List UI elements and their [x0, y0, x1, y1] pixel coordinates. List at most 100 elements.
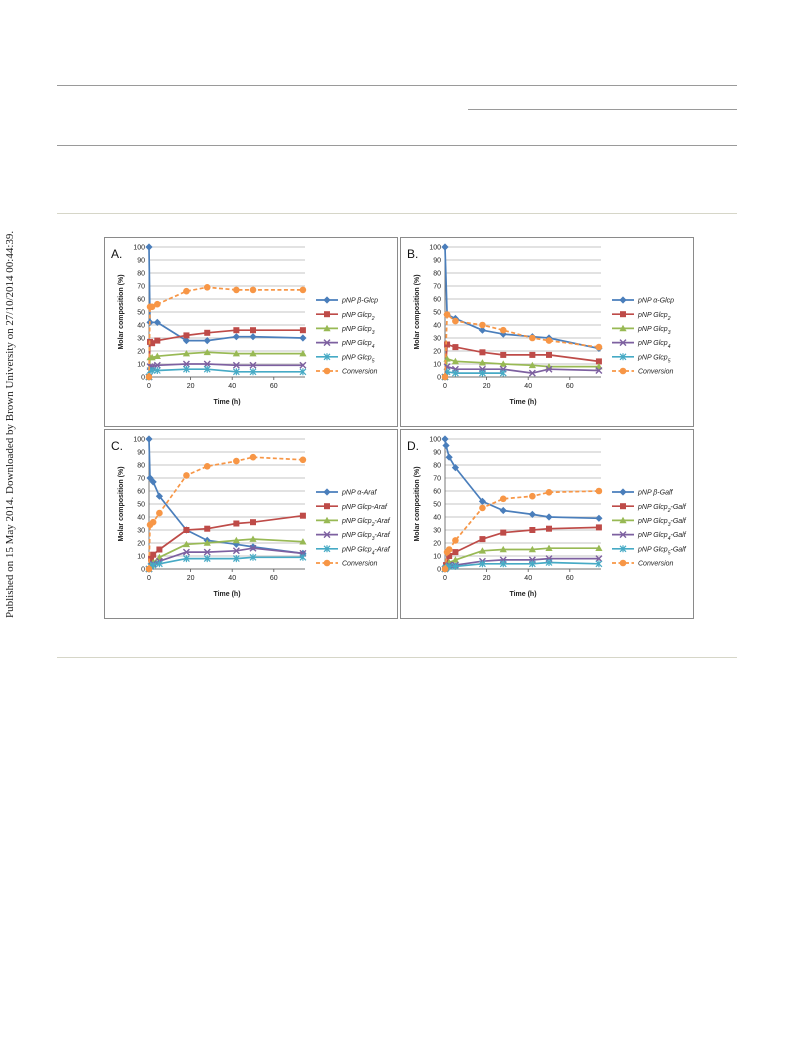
data-point	[499, 545, 507, 553]
legend-marker	[619, 545, 627, 553]
y-tick-label: 100	[133, 245, 145, 252]
x-tick-label: 0	[147, 383, 151, 390]
data-point	[545, 365, 553, 373]
data-point	[595, 544, 603, 551]
legend-marker	[619, 296, 627, 304]
series-5	[145, 365, 307, 381]
data-point	[249, 535, 257, 542]
header-subrule	[468, 109, 737, 110]
data-point	[250, 519, 256, 526]
data-point	[249, 361, 257, 369]
panel-label: C.	[111, 439, 123, 453]
data-point	[442, 441, 450, 450]
data-point	[479, 560, 486, 568]
x-tick-label: 0	[443, 383, 447, 390]
legend-label: pNP Glcp2	[637, 312, 671, 322]
data-point	[233, 520, 240, 527]
data-point	[528, 361, 536, 369]
data-point	[499, 369, 507, 377]
legend-entry: pNP Glcp4	[316, 339, 375, 350]
data-point	[204, 525, 211, 532]
data-point	[545, 559, 553, 566]
y-tick-label: 50	[137, 502, 145, 509]
y-tick-label: 70	[137, 476, 145, 483]
data-point	[154, 300, 161, 308]
data-point	[249, 368, 257, 376]
data-point	[233, 327, 240, 334]
data-point	[500, 529, 507, 536]
legend-entry: pNP Glcp2-Araf	[316, 516, 391, 528]
legend-label: pNP Glcp5-Galf	[637, 546, 687, 556]
legend-label: pNP Glcp4-Araf	[341, 546, 391, 556]
legend-marker	[323, 324, 331, 332]
y-tick-label: 90	[137, 258, 145, 265]
legend-entry: Conversion	[316, 559, 378, 568]
data-point	[299, 512, 306, 519]
y-tick-label: 40	[137, 515, 145, 522]
data-point	[146, 474, 154, 482]
legend-label: Conversion	[342, 561, 378, 568]
series-1	[441, 435, 603, 522]
data-point	[451, 556, 459, 563]
data-point	[204, 329, 211, 336]
y-tick-label: 10	[137, 554, 145, 561]
data-point	[443, 311, 451, 318]
series-line	[444, 365, 599, 378]
data-point	[478, 547, 487, 554]
data-point	[232, 368, 240, 376]
data-point	[452, 537, 459, 544]
series-5	[441, 559, 603, 573]
series-line	[148, 368, 303, 378]
legend-marker	[619, 488, 627, 496]
y-tick-label: 60	[137, 297, 145, 304]
data-point	[203, 463, 211, 470]
data-point	[182, 548, 190, 556]
legend-entry: pNP Glcp5	[612, 353, 671, 364]
header-bottom-rule	[57, 145, 737, 146]
y-tick-label: 70	[433, 284, 441, 291]
data-point	[595, 560, 603, 568]
data-point	[595, 514, 603, 522]
legend-entry: Conversion	[316, 367, 378, 376]
legend-entry: Conversion	[612, 559, 674, 568]
data-point	[546, 525, 552, 532]
legend-label: pNP Glcp5	[341, 354, 375, 364]
data-point	[203, 284, 211, 291]
legend-entry: pNP Glcp3-Araf	[316, 531, 391, 542]
data-point	[545, 337, 553, 344]
data-point	[546, 351, 552, 358]
data-point	[443, 355, 451, 362]
x-tick-label: 40	[524, 383, 532, 390]
data-point	[182, 350, 191, 357]
x-tick-label: 60	[566, 575, 574, 582]
series-5	[145, 553, 307, 573]
y-tick-label: 10	[137, 362, 145, 369]
x-axis-title: Time (h)	[213, 591, 240, 598]
data-point	[233, 457, 240, 465]
data-point	[452, 344, 459, 351]
series-1	[145, 435, 307, 557]
y-tick-label: 30	[433, 528, 441, 535]
data-point	[145, 565, 153, 573]
data-point	[499, 495, 507, 503]
legend-label: Conversion	[342, 369, 378, 376]
data-point	[446, 553, 453, 559]
data-point	[299, 327, 306, 334]
x-tick-label: 40	[524, 575, 532, 582]
data-point	[478, 326, 487, 334]
data-point	[232, 555, 240, 563]
data-point	[451, 369, 459, 377]
data-point	[145, 243, 153, 251]
legend-label: pNP Glcp2	[341, 312, 375, 322]
legend-marker	[323, 296, 331, 304]
series-6	[145, 453, 307, 573]
chart-panel-a: A. 0 10 20 30 40 50 60 70 80 90 100 0 20 40 60 Time (h) M…	[104, 237, 398, 427]
y-tick-label: 70	[433, 476, 441, 483]
series-2	[146, 327, 306, 380]
data-point	[155, 492, 163, 500]
data-point	[299, 350, 307, 357]
y-tick-label: 50	[137, 310, 145, 317]
data-point	[545, 513, 553, 521]
data-point	[479, 536, 486, 543]
data-point	[250, 327, 256, 334]
